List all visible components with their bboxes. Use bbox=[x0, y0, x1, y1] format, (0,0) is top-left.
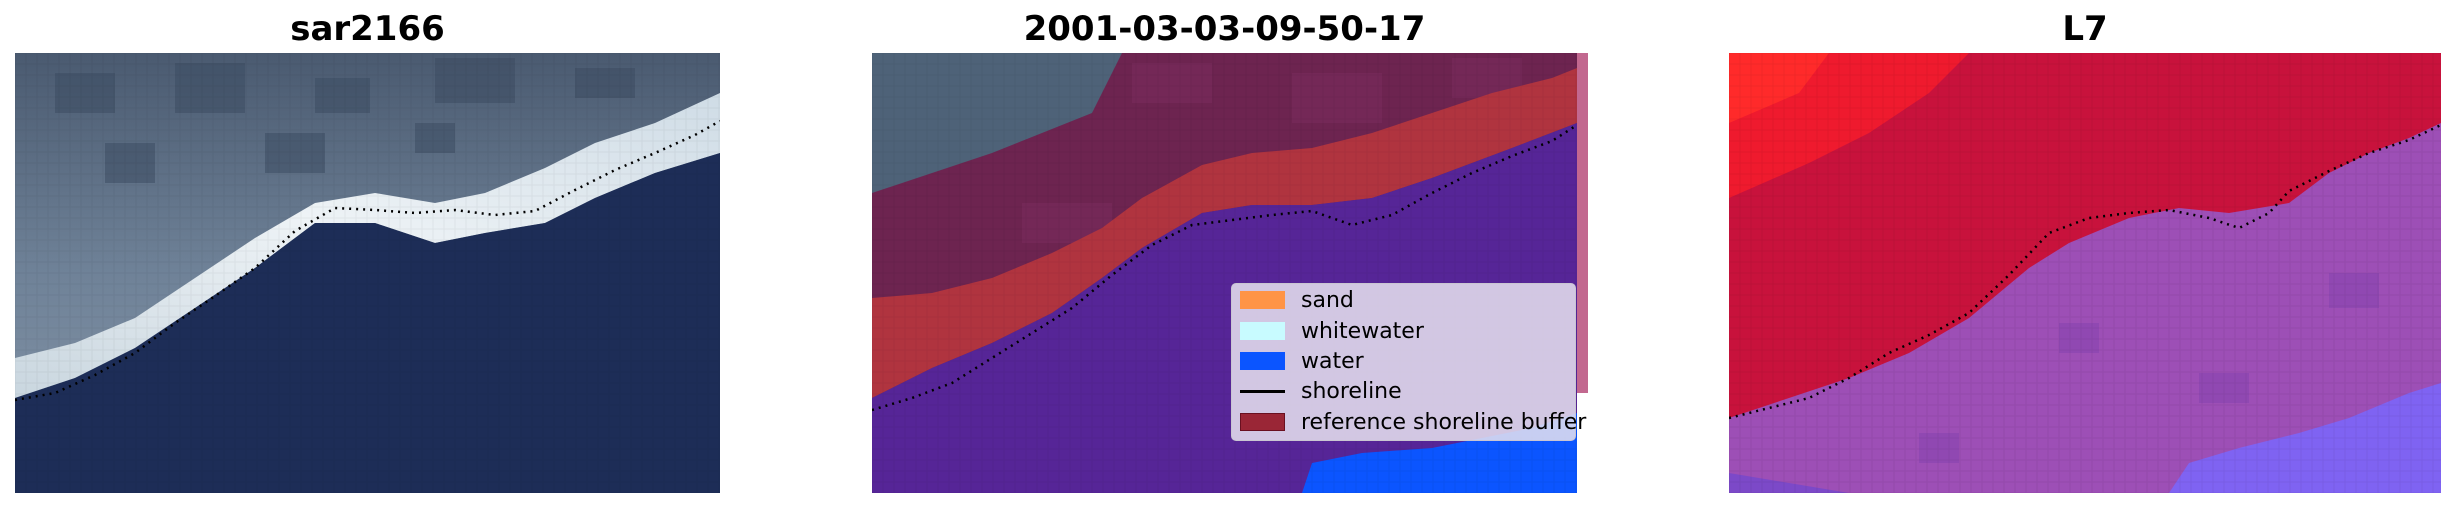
legend-item-whitewater: whitewater bbox=[1240, 317, 1424, 345]
legend-label-water: water bbox=[1301, 348, 1364, 374]
classified-image bbox=[872, 53, 1577, 493]
legend-swatch-water bbox=[1240, 352, 1285, 370]
classified-right-strip bbox=[1577, 53, 1588, 393]
legend-swatch-sand bbox=[1240, 291, 1285, 309]
legend-label-sand: sand bbox=[1301, 287, 1354, 313]
legend-item-water: water bbox=[1240, 347, 1364, 375]
legend-label-whitewater: whitewater bbox=[1301, 318, 1424, 344]
legend-item-sand: sand bbox=[1240, 286, 1354, 314]
legend-item-buffer: reference shoreline buffer bbox=[1240, 408, 1586, 436]
legend-swatch-whitewater bbox=[1240, 322, 1285, 340]
legend-swatch-buffer bbox=[1240, 413, 1285, 431]
rgb-satellite-image bbox=[15, 53, 720, 493]
legend-label-shoreline: shoreline bbox=[1301, 378, 1402, 404]
panel-title-rgb: sar2166 bbox=[290, 9, 445, 49]
legend-item-shoreline: shoreline bbox=[1240, 377, 1402, 405]
legend-label-buffer: reference shoreline buffer bbox=[1301, 409, 1587, 435]
legend-swatch-shoreline bbox=[1240, 389, 1285, 393]
index-image bbox=[1729, 53, 2441, 493]
panel-title-classified: 2001-03-03-09-50-17 bbox=[1023, 9, 1426, 49]
legend: sand whitewater water shoreline referenc… bbox=[1231, 283, 1586, 441]
panel-title-index: L7 bbox=[2062, 9, 2108, 49]
